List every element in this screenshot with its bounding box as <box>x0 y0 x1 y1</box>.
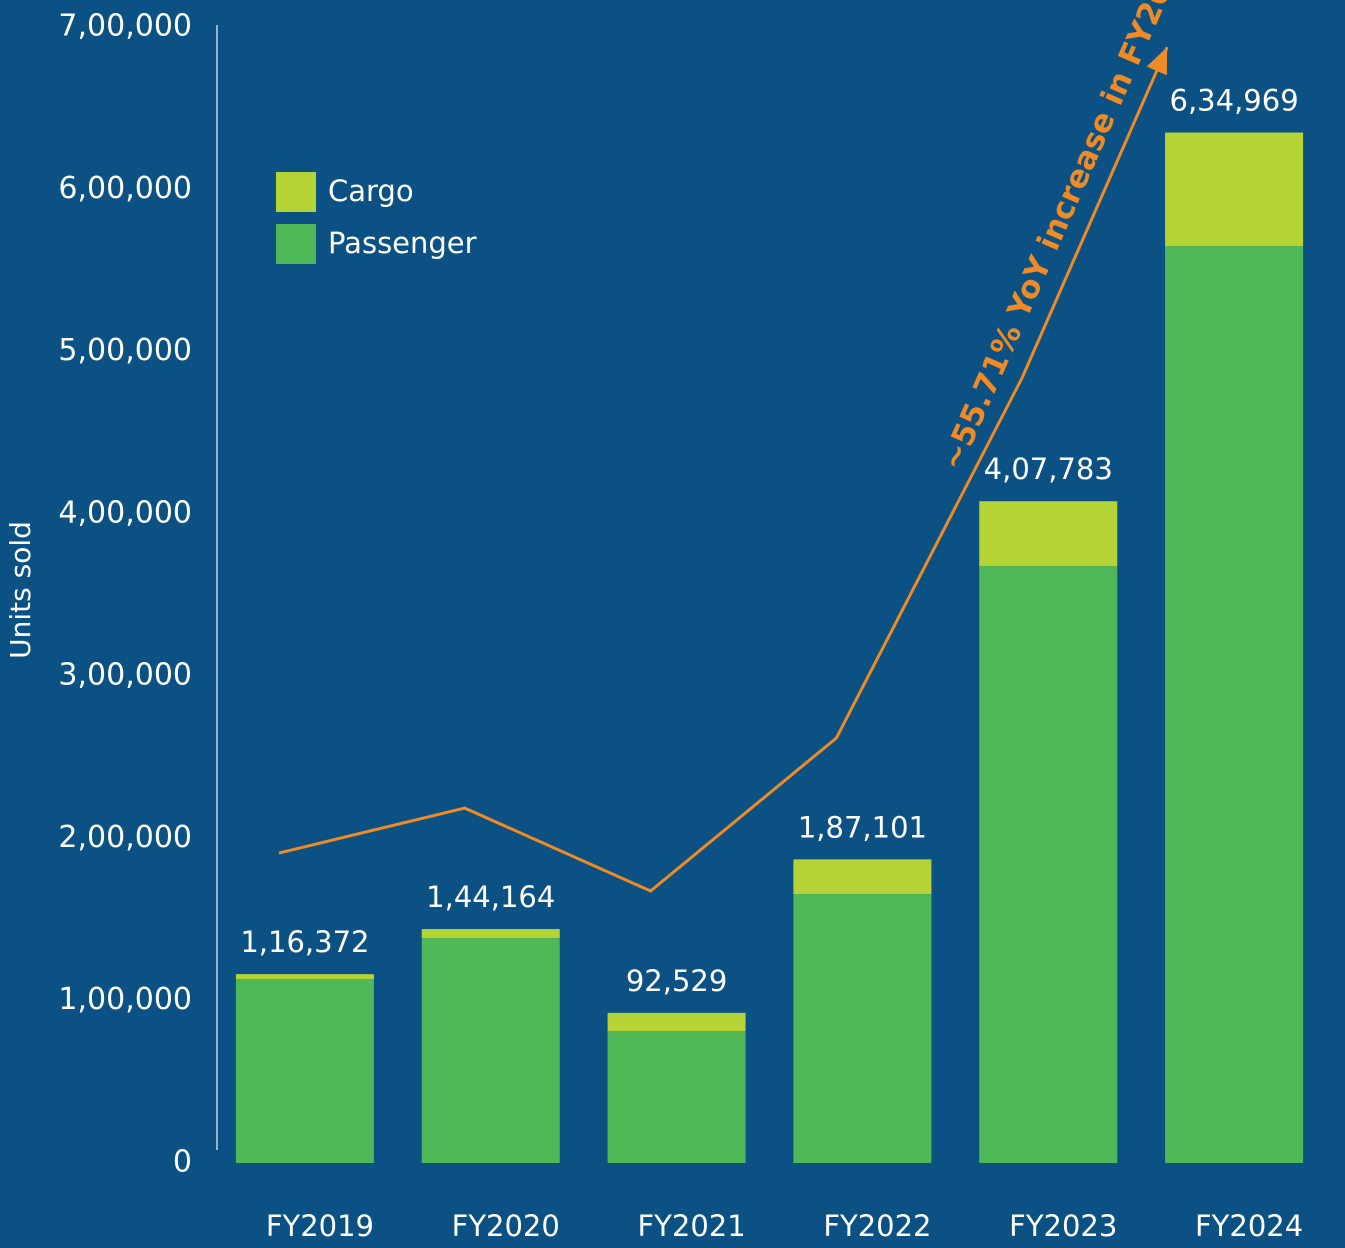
y-tick-label: 2,00,000 <box>58 820 192 855</box>
total-label: 92,529 <box>626 964 727 998</box>
legend-label: Cargo <box>328 174 414 208</box>
x-tick-label: FY2023 <box>1009 1209 1117 1243</box>
y-axis-label: Units sold <box>4 521 37 659</box>
bar-segment <box>1165 246 1304 1164</box>
y-tick-label: 4,00,000 <box>58 495 192 530</box>
legend-swatch <box>276 224 316 264</box>
bar-segment <box>421 929 560 939</box>
bar-segment <box>607 1031 746 1163</box>
bar-segment <box>793 894 932 1163</box>
total-label: 6,34,969 <box>1170 84 1299 118</box>
y-tick-label: 6,00,000 <box>58 171 192 206</box>
bar-segment <box>607 1012 746 1032</box>
total-label: 4,07,783 <box>984 452 1113 486</box>
x-tick-label: FY2024 <box>1195 1209 1303 1243</box>
bar-segment <box>235 978 374 1163</box>
trend-line <box>278 46 1169 893</box>
bar-segment <box>421 938 560 1163</box>
y-tick-label: 5,00,000 <box>58 333 192 368</box>
y-tick-label: 0 <box>173 1145 192 1180</box>
total-label: 1,16,372 <box>240 925 369 959</box>
x-tick-label: FY2020 <box>452 1209 560 1243</box>
y-tick-label: 3,00,000 <box>58 658 192 693</box>
bar-segment <box>793 859 932 895</box>
x-tick-label: FY2021 <box>637 1209 745 1243</box>
total-label: 1,87,101 <box>798 810 927 844</box>
trend-arrowhead <box>1146 47 1168 76</box>
bar-segment <box>979 501 1118 567</box>
legend-swatch <box>276 172 316 212</box>
total-label: 1,44,164 <box>426 880 555 914</box>
y-tick-label: 1,00,000 <box>58 982 192 1017</box>
x-tick-label: FY2022 <box>823 1209 931 1243</box>
bar-segment <box>1165 132 1304 247</box>
y-tick-label: 7,00,000 <box>58 9 192 44</box>
bar-segment <box>235 974 374 979</box>
x-tick-label: FY2019 <box>266 1209 374 1243</box>
bar-segment <box>979 566 1118 1163</box>
legend-label: Passenger <box>328 226 477 260</box>
